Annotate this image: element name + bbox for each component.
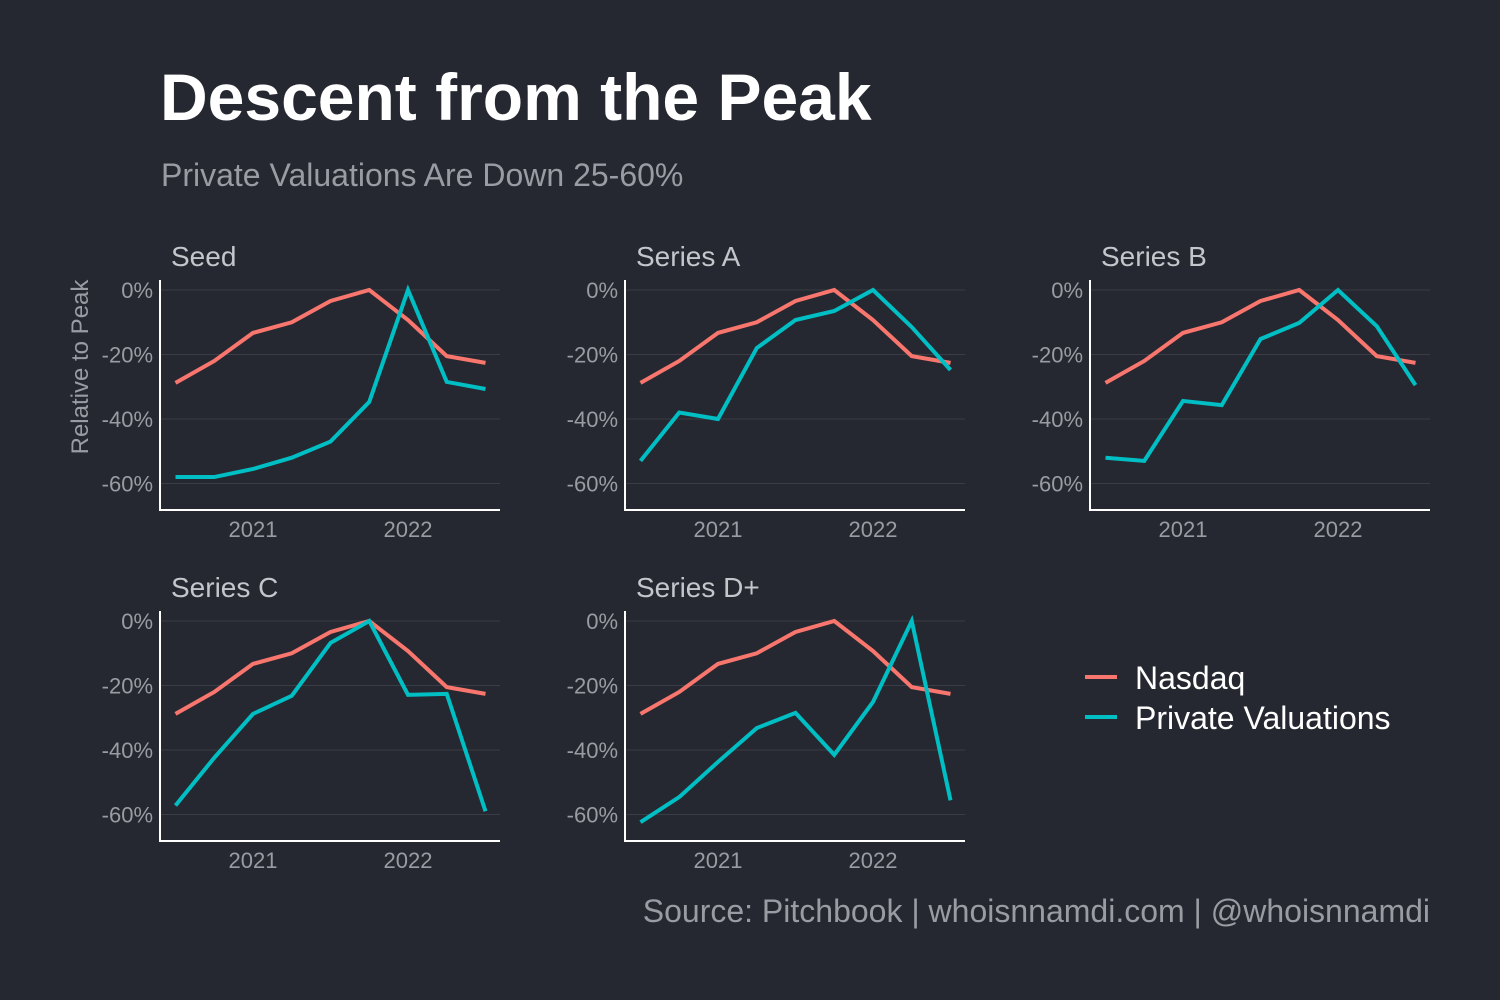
y-tick-label: 0% bbox=[1051, 278, 1083, 303]
y-tick-label: -40% bbox=[567, 738, 618, 763]
y-tick-label: -60% bbox=[1032, 472, 1083, 497]
x-tick-label: 2021 bbox=[694, 517, 743, 542]
x-tick-label: 2021 bbox=[1159, 517, 1208, 542]
series-line-private-valuations bbox=[1105, 287, 1418, 464]
y-tick-label: -20% bbox=[567, 674, 618, 699]
panel-series-b: Series B 0% -20% -40% -60% 2021 2022 bbox=[1032, 241, 1430, 542]
x-tick-label: 2022 bbox=[849, 848, 898, 873]
y-tick-label: -60% bbox=[567, 472, 618, 497]
series-line-private-valuations bbox=[639, 614, 953, 824]
x-tick-label: 2022 bbox=[1314, 517, 1363, 542]
y-tick-label: -40% bbox=[102, 407, 153, 432]
x-tick-label: 2022 bbox=[849, 517, 898, 542]
panel-series-d: Series D+ 0% -20% -40% -60% 2021 2022 bbox=[567, 572, 965, 873]
y-tick-label: 0% bbox=[586, 609, 618, 634]
y-tick-label: 0% bbox=[121, 609, 153, 634]
legend-label-private-valuations: Private Valuations bbox=[1135, 700, 1391, 736]
y-tick-label: -20% bbox=[102, 343, 153, 368]
y-tick-label: -60% bbox=[102, 803, 153, 828]
panel-seed: Seed 0% -20% -40% -60% 2021 2022 bbox=[102, 241, 500, 542]
y-tick-label: -20% bbox=[567, 343, 618, 368]
series-line-private-valuations bbox=[173, 618, 488, 812]
series-line-nasdaq bbox=[1104, 287, 1416, 385]
y-tick-label: -60% bbox=[567, 803, 618, 828]
x-tick-label: 2022 bbox=[384, 848, 433, 873]
series-line-nasdaq bbox=[174, 618, 486, 716]
panel-title: Series D+ bbox=[636, 572, 760, 603]
y-tick-label: -40% bbox=[1032, 407, 1083, 432]
y-tick-label: -60% bbox=[102, 472, 153, 497]
x-tick-label: 2021 bbox=[229, 848, 278, 873]
y-tick-label: 0% bbox=[121, 278, 153, 303]
x-tick-label: 2021 bbox=[694, 848, 743, 873]
source-caption: Source: Pitchbook | whoisnnamdi.com | @w… bbox=[643, 893, 1430, 929]
y-tick-label: -20% bbox=[102, 674, 153, 699]
y-tick-label: -20% bbox=[1032, 343, 1083, 368]
chart-subtitle: Private Valuations Are Down 25-60% bbox=[161, 157, 683, 193]
series-line-private-valuations bbox=[175, 284, 486, 480]
panel-title: Series B bbox=[1101, 241, 1207, 272]
series-line-nasdaq bbox=[174, 287, 486, 385]
panel-title: Series C bbox=[171, 572, 278, 603]
y-axis-label: Relative to Peak bbox=[67, 279, 94, 455]
series-line-private-valuations bbox=[638, 287, 952, 463]
legend-label-nasdaq: Nasdaq bbox=[1135, 660, 1245, 696]
series-line-nasdaq bbox=[639, 287, 951, 385]
facet-panels: Seed 0% -20% -40% -60% 2021 2022 Series A 0% -20%… bbox=[102, 241, 1430, 873]
legend: Nasdaq Private Valuations bbox=[1085, 660, 1391, 736]
series-line-nasdaq bbox=[639, 618, 951, 716]
panel-title: Series A bbox=[636, 241, 741, 272]
chart-title: Descent from the Peak bbox=[160, 60, 872, 134]
y-tick-label: 0% bbox=[586, 278, 618, 303]
x-tick-label: 2022 bbox=[384, 517, 433, 542]
panel-series-c: Series C 0% -20% -40% -60% 2021 2022 bbox=[102, 572, 500, 873]
y-tick-label: -40% bbox=[567, 407, 618, 432]
y-tick-label: -40% bbox=[102, 738, 153, 763]
x-tick-label: 2021 bbox=[229, 517, 278, 542]
panel-title: Seed bbox=[171, 241, 236, 272]
panel-series-a: Series A 0% -20% -40% -60% 2021 2022 bbox=[567, 241, 965, 542]
